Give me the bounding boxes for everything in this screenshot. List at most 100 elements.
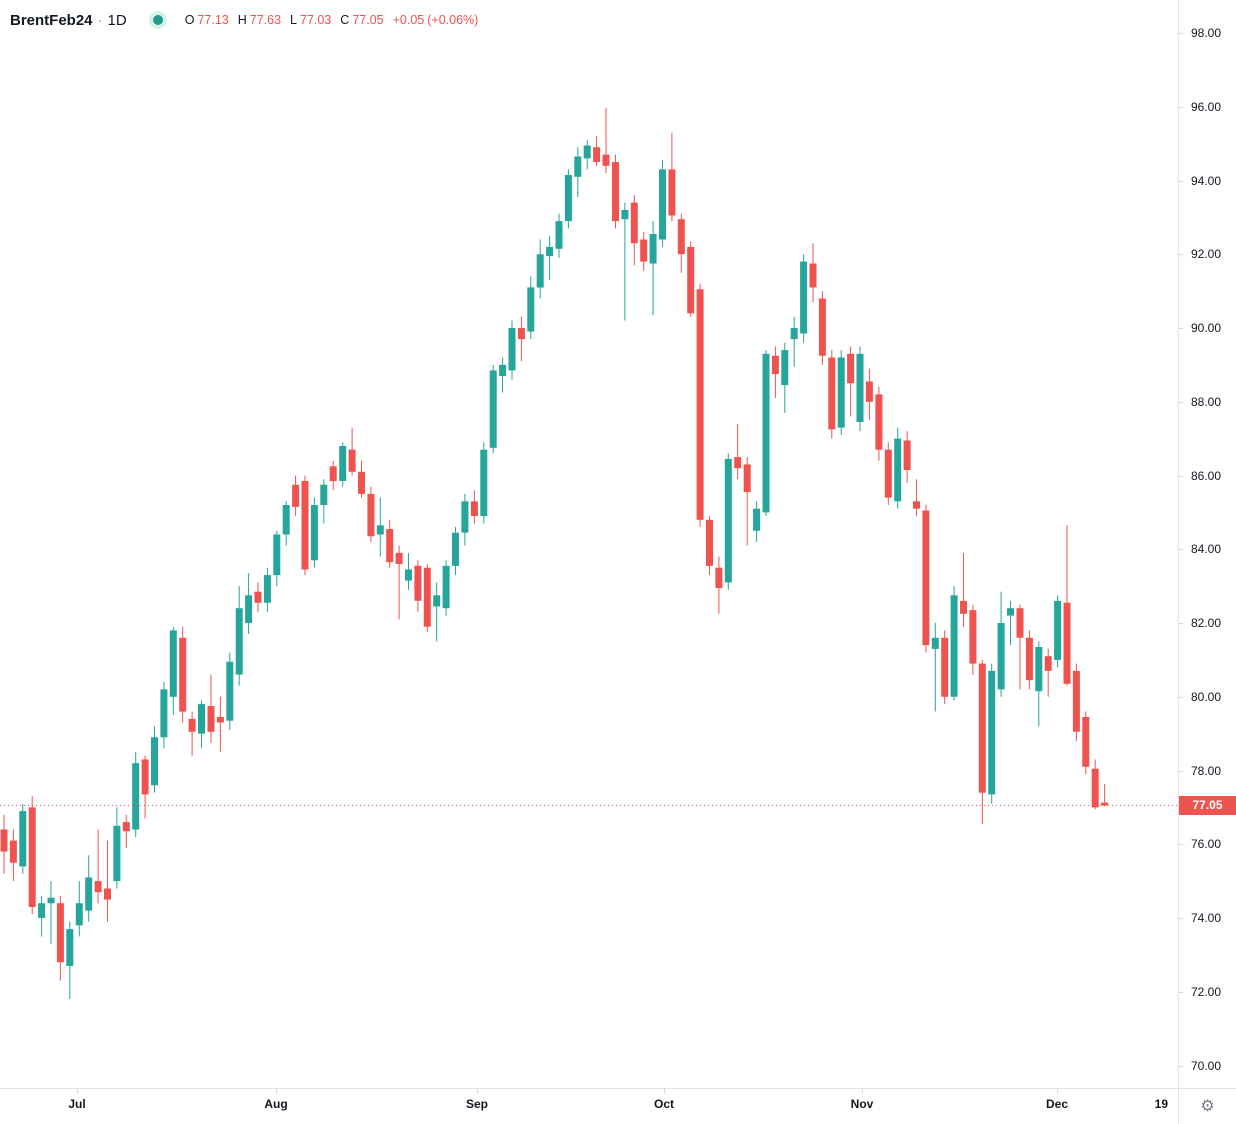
low-label: L <box>290 13 297 27</box>
interval-label[interactable]: 1D <box>107 11 127 29</box>
price-axis[interactable]: 98.00 96.00 94.00 92.00 90.00 88.00 86.00 84.00… <box>1179 0 1236 1088</box>
candle-down <box>104 840 111 922</box>
candle-down <box>56 895 64 981</box>
price-axis-label: 94.00 <box>1191 174 1222 188</box>
candle-up <box>38 895 46 937</box>
candle-up <box>931 623 939 712</box>
candle-down <box>188 711 196 756</box>
settings-gear-icon[interactable]: ⚙ <box>1200 1097 1215 1115</box>
time-axis-label-nov: Nov <box>850 1097 874 1111</box>
candle-down <box>602 108 610 174</box>
candle-up <box>339 442 347 487</box>
candle-down <box>969 604 977 675</box>
price-axis-tick <box>1179 181 1183 182</box>
candle-up <box>950 586 958 701</box>
candle-up <box>273 530 281 587</box>
time-axis-tick <box>276 1088 277 1093</box>
candle-up <box>47 881 55 944</box>
price-axis-tick <box>1179 107 1183 108</box>
candle-up <box>405 552 412 590</box>
price-axis-label: 98.00 <box>1191 26 1222 40</box>
candle-up <box>555 213 563 258</box>
time-axis-trailing-label: 19 <box>1154 1097 1168 1111</box>
candle-up <box>546 235 554 281</box>
candle-down <box>1072 663 1080 741</box>
candle-up <box>856 346 864 432</box>
time-axis-tick <box>664 1088 665 1093</box>
candle-down <box>875 387 883 461</box>
price-axis-border <box>1178 0 1179 1124</box>
time-axis[interactable]: 19 Jul Aug Sep Oct Nov Dec <box>0 1088 1178 1124</box>
candle-up <box>536 239 544 299</box>
candle-down <box>828 350 836 439</box>
candle-down <box>207 674 215 743</box>
high-value: 77.63 <box>249 13 282 27</box>
candle-up <box>282 501 290 546</box>
candle-down <box>470 490 478 524</box>
candle-up <box>621 202 629 321</box>
candle-up <box>75 881 83 937</box>
candlestick-chart <box>0 108 1178 1000</box>
candle-down <box>818 291 826 365</box>
candle-up <box>85 855 93 922</box>
candle-up <box>527 276 535 340</box>
candle-up <box>489 364 497 454</box>
candle-down <box>179 626 187 723</box>
candle-up <box>724 453 732 590</box>
time-axis-label-jul: Jul <box>68 1097 86 1111</box>
price-axis-label: 88.00 <box>1191 395 1222 409</box>
time-axis-tick <box>77 1088 78 1093</box>
candle-up <box>151 726 158 793</box>
axis-corner: ⚙ <box>1179 1089 1236 1124</box>
candle-down <box>696 283 704 528</box>
candle-down <box>960 552 967 627</box>
price-axis-label: 70.00 <box>1191 1059 1222 1073</box>
candle-up <box>508 320 516 380</box>
price-axis-tick <box>1179 549 1183 550</box>
candle-down <box>1016 604 1024 690</box>
time-axis-label-dec: Dec <box>1045 1097 1069 1111</box>
price-axis-label: 92.00 <box>1191 247 1222 261</box>
candle-up <box>320 479 328 524</box>
candle-down <box>386 519 394 568</box>
candle-down <box>1101 784 1109 807</box>
high-label: H <box>237 13 247 27</box>
candle-down <box>329 460 337 491</box>
candle-down <box>706 516 713 576</box>
price-axis-tick <box>1179 402 1183 403</box>
close-value: 77.05 <box>352 13 384 27</box>
price-axis-tick <box>1179 697 1183 698</box>
candle-down <box>1091 759 1099 810</box>
price-axis-tick <box>1179 992 1183 993</box>
candle-up <box>132 752 140 837</box>
candle-down <box>1044 648 1052 697</box>
candle-up <box>894 427 902 509</box>
candle-down <box>348 427 356 476</box>
change-value: +0.05 <box>392 13 425 27</box>
candle-down <box>913 479 920 517</box>
symbol-title[interactable]: BrentFeb24 <box>10 11 93 29</box>
chart-legend: BrentFeb24 · 1D O 77.13 H 77.63 L 77.03 … <box>10 8 478 32</box>
candle-up <box>235 586 243 686</box>
candle-up <box>66 921 74 1000</box>
price-axis-tick <box>1179 918 1183 919</box>
candle-down <box>677 213 685 273</box>
candle-up <box>753 501 761 542</box>
market-status-dot-icon[interactable] <box>152 15 163 25</box>
candle-up <box>160 682 168 749</box>
price-axis-tick <box>1179 254 1183 255</box>
candle-down <box>254 582 262 612</box>
price-axis-label: 86.00 <box>1191 469 1222 483</box>
candle-up <box>245 573 253 634</box>
candle-up <box>762 350 770 516</box>
candle-up <box>1007 600 1014 646</box>
candle-down <box>640 232 648 271</box>
price-chart-plot[interactable] <box>0 0 1178 1088</box>
time-axis-label-aug: Aug <box>264 1097 288 1111</box>
price-axis-tick <box>1179 476 1183 477</box>
candle-up <box>583 139 591 170</box>
candle-up <box>226 652 234 730</box>
candle-down <box>668 132 676 222</box>
candle-down <box>612 154 619 229</box>
